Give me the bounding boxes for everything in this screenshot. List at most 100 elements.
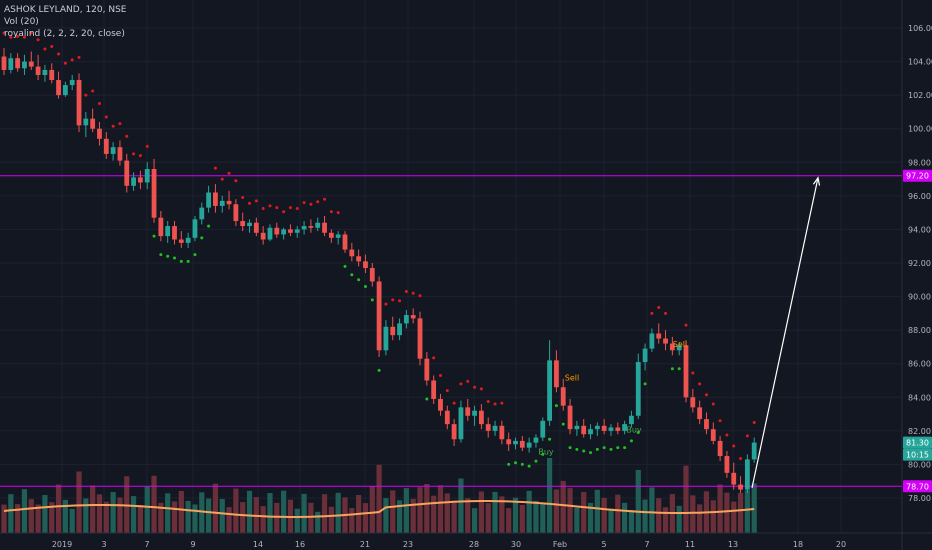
volume-bar (540, 504, 546, 533)
royalind-dot (166, 254, 170, 258)
candle-body (697, 407, 703, 420)
royalind-dot (179, 259, 183, 263)
volume-bar (635, 469, 641, 533)
royalind-dots (2, 31, 756, 468)
candle-body (710, 429, 716, 441)
royalind-dot (29, 31, 33, 35)
volume-bar (369, 486, 375, 533)
volume-bar (62, 499, 68, 533)
volume-bar (321, 494, 328, 533)
y-tick-label: 94.00 (908, 225, 931, 234)
y-tick-label: 104.00 (908, 58, 932, 67)
candle-body (744, 459, 750, 490)
royalind-dot (36, 38, 40, 42)
royalind-dot (241, 196, 245, 200)
candle-body (35, 66, 41, 75)
candle-body (178, 239, 184, 243)
volume-bar (553, 489, 560, 533)
royalind-dot (295, 206, 299, 210)
candle-body (1, 56, 7, 70)
candle-body (294, 229, 300, 233)
candle-body (308, 226, 314, 228)
x-tick-label: 2019 (52, 540, 72, 549)
volume-bar (349, 508, 355, 533)
volume-bar (301, 493, 307, 533)
candle-body (485, 424, 491, 431)
y-tick-label: 80.00 (908, 460, 931, 469)
royalind-dot (316, 200, 320, 204)
candle-body (315, 222, 321, 228)
candle-body (533, 437, 539, 443)
volume-bar (226, 507, 232, 533)
candle-body (417, 318, 423, 359)
candle-body (656, 333, 662, 339)
volume-bar (117, 497, 123, 533)
candle-body (513, 440, 518, 445)
candle-body (506, 439, 512, 445)
volume-bar (697, 504, 703, 533)
candle-body (465, 407, 471, 416)
x-tick-label: 18 (793, 540, 803, 549)
chart-title: ASHOK LEYLAND, 120, NSE (4, 5, 127, 15)
volume-bar (171, 501, 178, 533)
candle-body (138, 177, 143, 183)
royalind-dot (343, 264, 347, 268)
target-price-badge-bg (903, 169, 932, 182)
last-price-badge-bg (903, 436, 932, 449)
royalind-dot (398, 299, 402, 303)
candle-body (349, 249, 355, 257)
countdown-badge-bg (903, 448, 932, 461)
x-tick-label: 23 (403, 540, 413, 549)
candle-body (56, 80, 61, 96)
sell-signal-label: Sell (673, 340, 687, 349)
royalind-dot (227, 171, 231, 175)
volume-bar (587, 502, 594, 533)
candle-body (588, 429, 593, 435)
candle-body (526, 442, 532, 448)
volume-bar (246, 490, 253, 533)
candle-body (683, 345, 689, 398)
candle-body (253, 222, 259, 233)
royalind-dot (664, 311, 668, 315)
royalind-dot (268, 204, 272, 208)
volume-bar (281, 490, 287, 533)
royalind-dot (22, 35, 26, 39)
y-tick-label: 102.00 (908, 91, 932, 100)
volume-bar (151, 475, 157, 533)
royalind-dot (507, 462, 511, 466)
royalind-dot (541, 452, 545, 456)
volume-bar (294, 508, 300, 533)
royalind-dot (432, 356, 436, 360)
x-tick-label: 11 (685, 540, 695, 549)
volume-bar (690, 495, 696, 533)
royalind-dot (473, 385, 477, 389)
candle-body (383, 326, 389, 351)
candle-body (42, 69, 48, 75)
sell-signal-label: Sell (565, 374, 579, 383)
volume-bar (8, 494, 14, 533)
volume-bar (390, 490, 396, 533)
royalind-dot (207, 224, 211, 228)
royalind-dot (275, 206, 279, 210)
x-tick-label: 7 (144, 540, 149, 549)
royalind-dot (527, 464, 531, 468)
volume-bar (444, 493, 450, 533)
candle-body (369, 268, 375, 282)
volume-bar (158, 502, 164, 533)
candle-body (117, 147, 123, 161)
volume-bar (512, 497, 519, 533)
royalind-dot (16, 34, 20, 38)
volume-bar (69, 508, 75, 533)
royalind-dot (418, 294, 422, 298)
volume-moving-average (3, 500, 755, 518)
royalind-dot (493, 402, 497, 406)
candle-body (479, 410, 484, 425)
volume-bar (506, 508, 512, 533)
royalind-dot (554, 404, 558, 408)
royalind-dot (138, 154, 142, 158)
royalind-dot (50, 44, 54, 48)
volume-bar (526, 490, 532, 533)
candle-body (342, 234, 348, 250)
volume-bar (642, 499, 648, 533)
candle-body (424, 358, 430, 381)
